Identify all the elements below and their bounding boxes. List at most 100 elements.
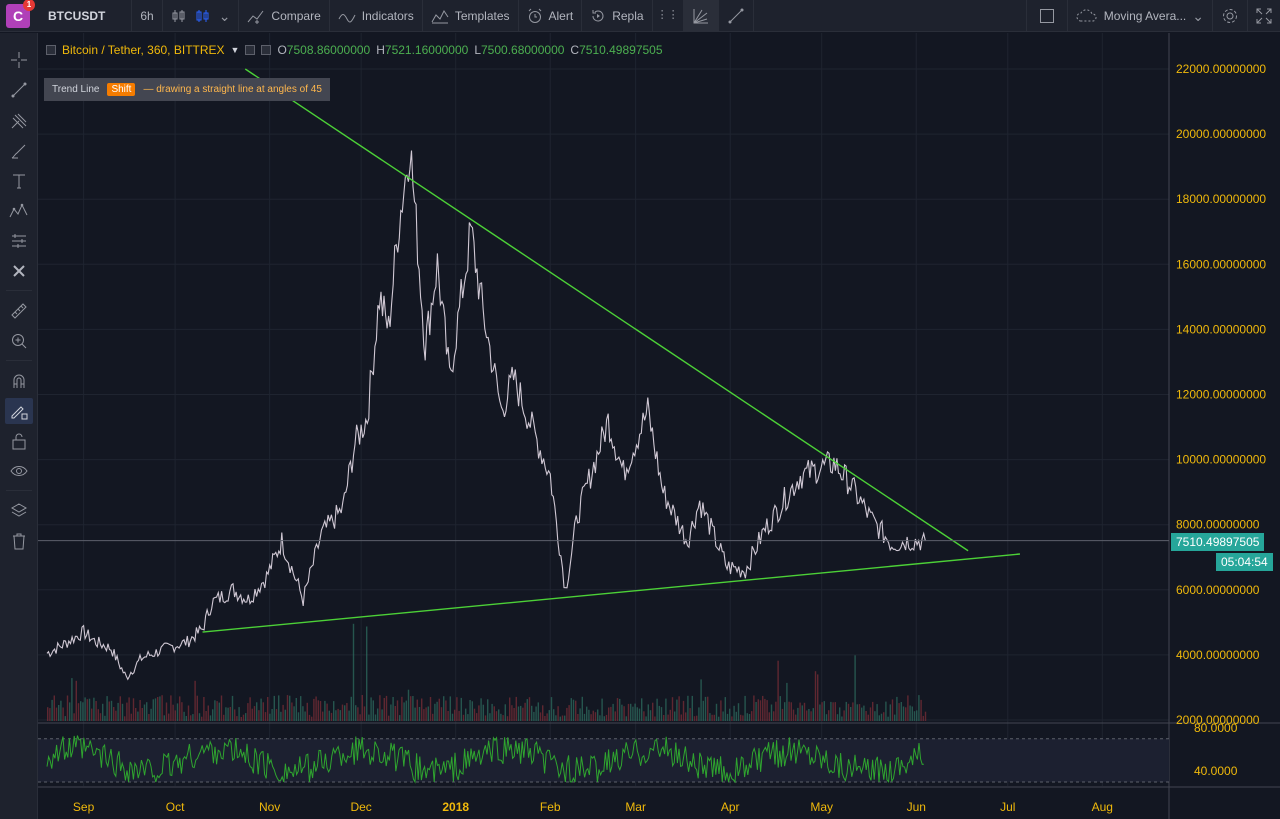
time-axis-label: Apr: [721, 800, 740, 814]
volume-bar: [803, 702, 806, 721]
trend-lines[interactable]: [202, 68, 1021, 633]
rsi-pane[interactable]: [38, 735, 1169, 784]
volume-bar: [720, 700, 722, 721]
volume-bar: [645, 716, 647, 721]
volume-bar: [605, 714, 608, 721]
volume-bar: [891, 699, 894, 721]
chart-style-button[interactable]: ⌄: [163, 0, 240, 32]
last-price-label[interactable]: 7510.49897505: [1171, 533, 1265, 551]
volume-bars: [47, 623, 927, 721]
volume-bar: [526, 699, 528, 721]
volume-bar: [377, 708, 379, 721]
zoom-tool[interactable]: [5, 328, 33, 354]
magnet-tool[interactable]: [5, 368, 33, 394]
volume-bar: [850, 707, 852, 721]
volume-bar: [284, 709, 286, 721]
volume-bar: [711, 714, 713, 721]
volume-bar: [641, 698, 643, 721]
volume-bar: [209, 715, 212, 721]
series-settings-icon[interactable]: [261, 45, 272, 55]
volume-bar: [407, 689, 410, 721]
object-tree-tool[interactable]: [5, 498, 33, 524]
volume-bar: [528, 697, 531, 721]
compare-button[interactable]: Compare: [239, 0, 330, 32]
volume-bar: [229, 707, 231, 721]
crosshair-tool[interactable]: [5, 47, 33, 73]
alert-label: Alert: [548, 8, 574, 23]
prediction-tool[interactable]: [5, 228, 33, 254]
volume-bar: [58, 705, 60, 721]
volume-bar: [513, 708, 515, 721]
volume-bar: [568, 705, 570, 721]
pattern-tool[interactable]: [5, 198, 33, 224]
toolbar-drag-handle[interactable]: ⋮⋮: [651, 0, 684, 32]
crosshair-icon: [11, 52, 27, 68]
time-axis[interactable]: Sep Oct Nov Dec 2018 Feb Mar Apr May Jun Jul Aug: [73, 800, 1113, 814]
volume-bar: [128, 697, 130, 721]
fullscreen-button[interactable]: [1248, 0, 1280, 32]
remove-tool[interactable]: [5, 528, 33, 554]
ruler-icon: [11, 303, 27, 319]
price-series: [46, 150, 926, 681]
price-axis[interactable]: 22000.00000000 20000.00000000 18000.000000…: [1176, 62, 1266, 727]
trend-line-favorite[interactable]: [719, 0, 754, 32]
volume-bar: [581, 696, 583, 721]
trend-line-resistance[interactable]: [244, 68, 969, 552]
volume-bar: [359, 714, 361, 721]
trend-line-support[interactable]: [202, 553, 1021, 633]
volume-bar: [256, 702, 258, 721]
volume-bar: [691, 695, 693, 721]
volume-bar: [553, 709, 555, 721]
hide-series-icon[interactable]: [245, 45, 256, 55]
hide-drawings-tool[interactable]: [5, 458, 33, 484]
interval-button[interactable]: 6h: [132, 0, 163, 32]
volume-bar: [77, 703, 80, 721]
templates-button[interactable]: Templates: [423, 0, 519, 32]
volume-bar: [539, 712, 542, 721]
remove-drawings-tool[interactable]: [5, 258, 33, 284]
symbol-search-button[interactable]: BTCUSDT: [36, 0, 133, 32]
settings-button[interactable]: [1213, 0, 1248, 32]
collapse-legend-icon[interactable]: [46, 45, 56, 55]
rsi-axis[interactable]: 80.0000 40.0000: [1194, 721, 1238, 778]
volume-bar: [242, 714, 245, 721]
volume-bar: [788, 701, 790, 721]
heikin-ashi-icon: [196, 9, 209, 22]
brush-tool[interactable]: [5, 138, 33, 164]
volume-bar: [324, 700, 326, 721]
volume-bar: [190, 715, 192, 721]
text-tool[interactable]: [5, 168, 33, 194]
volume-bar: [909, 705, 911, 721]
volume-bar: [302, 706, 304, 721]
fullscreen-toggle[interactable]: [1025, 0, 1068, 32]
study-template-dropdown[interactable]: Moving Avera... ⌄: [1068, 0, 1213, 32]
trend-line-tool[interactable]: [5, 77, 33, 103]
unlock-icon: [12, 433, 26, 450]
volume-bar: [432, 713, 434, 721]
chevron-down-icon[interactable]: ▼: [230, 45, 240, 55]
chart-pane[interactable]: 22000.00000000 20000.00000000 18000.000000…: [38, 33, 1280, 819]
volume-bar: [163, 715, 165, 721]
volume-bar: [830, 701, 832, 721]
volume-bar: [73, 713, 75, 721]
volume-bar: [350, 696, 352, 721]
trend-line-icon: [728, 8, 744, 23]
stay-in-drawing-mode-tool[interactable]: [5, 398, 33, 424]
volume-bar: [187, 705, 190, 721]
pitchfork-tool[interactable]: [5, 108, 33, 134]
measure-tool[interactable]: [5, 298, 33, 324]
alert-button[interactable]: Alert: [519, 0, 583, 32]
volume-bar: [709, 713, 711, 721]
fib-tool-favorite[interactable]: [683, 0, 719, 32]
lock-drawings-tool[interactable]: [5, 428, 33, 454]
legend-title[interactable]: Bitcoin / Tether, 360, BITTREX: [62, 43, 225, 57]
user-avatar[interactable]: C 1: [6, 0, 35, 28]
price-chart[interactable]: 22000.00000000 20000.00000000 18000.000000…: [38, 33, 1280, 819]
volume-bar: [319, 701, 322, 721]
volume-bar: [583, 713, 586, 721]
price-axis-label: 22000.00000000: [1176, 62, 1266, 76]
volume-bar: [137, 711, 139, 721]
volume-bar: [784, 702, 786, 721]
replay-button[interactable]: Repla: [582, 0, 651, 32]
indicators-button[interactable]: Indicators: [330, 0, 423, 32]
